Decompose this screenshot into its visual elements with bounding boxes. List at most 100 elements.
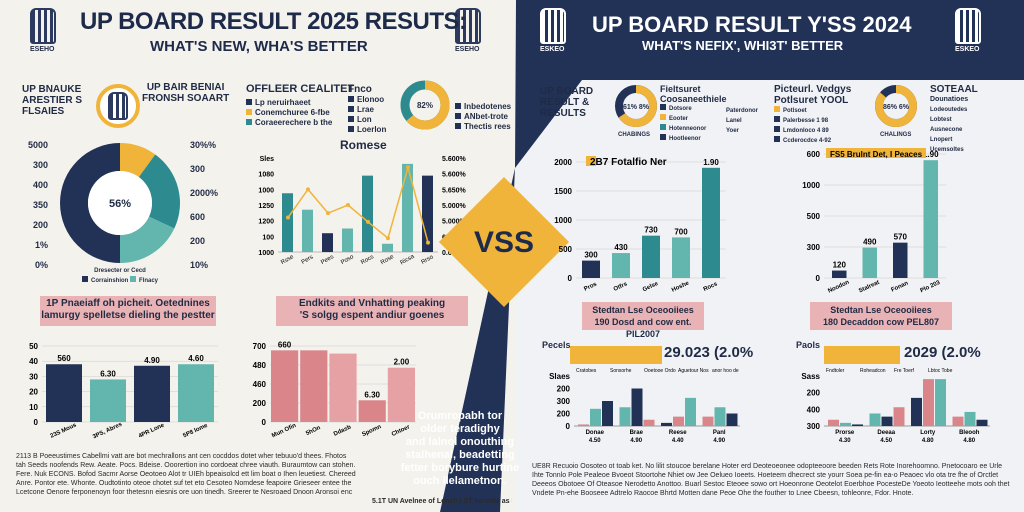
side-title: Dounatioes	[930, 96, 969, 103]
axis-tick: 0	[34, 418, 39, 427]
combo-chart: Sles 1080 1000 1250 1200 100 1000 5.600% 5.600% 5…	[258, 156, 467, 267]
side-item: Inbedotenes	[464, 102, 512, 111]
side-item: Ucemsoltes	[930, 147, 964, 153]
axis-tick: 0	[262, 418, 267, 427]
left-panel	[0, 0, 530, 512]
chart-value: 29.023 (2.0%	[664, 344, 754, 361]
bar	[642, 235, 660, 278]
donut-item: Eooter	[669, 116, 689, 122]
x-tick: Lorty	[920, 430, 936, 436]
big-donut-chart: 56%	[60, 143, 180, 263]
info-line: UP BAIR BENIAI	[146, 82, 225, 93]
axis-tick: 5.600%	[442, 156, 467, 163]
donut-item: Elonoo	[357, 95, 385, 104]
description-paragraph: UE8R Recuoio Oosoteo ot toab ket. No lil…	[532, 463, 1010, 497]
x-tick: Donae	[586, 430, 605, 436]
officer-block: OFFLEER CEALITET Lp neruirhaeet Conemchu…	[246, 84, 354, 128]
x-tick: Rocs	[360, 254, 375, 266]
bar	[322, 233, 333, 252]
emblem-icon	[955, 8, 981, 44]
bar	[329, 353, 357, 422]
bar	[422, 175, 433, 252]
axis-tick: 2000	[554, 158, 572, 167]
axis-tick: 300	[807, 243, 821, 252]
legend-swatch	[826, 148, 926, 158]
axis-tick: 5.650%	[442, 187, 467, 194]
page-title: UP BOARD RESULT 2025 RESUTS:	[80, 8, 467, 35]
side-item: ANbet-trote	[464, 112, 508, 121]
bar	[358, 400, 386, 422]
axis-tick: 30	[29, 372, 38, 381]
note-line: older teradighy	[420, 423, 500, 435]
axis-tick: 500	[807, 212, 821, 221]
bar	[828, 419, 839, 426]
bar	[631, 388, 643, 426]
axis-tick: 200	[32, 220, 48, 230]
donut-item: Lrae	[357, 105, 374, 114]
side-title: SOTEAAL	[930, 84, 978, 95]
bar	[673, 416, 684, 426]
side-item: Yoer	[726, 128, 739, 134]
x-tick: Prorse	[835, 430, 855, 436]
axis-tick: 5.000%	[442, 203, 467, 210]
donut-slice	[120, 143, 156, 178]
data-label: 570	[894, 233, 908, 242]
bar	[619, 407, 631, 426]
info-line: FLSAIES	[22, 106, 65, 117]
donut-slice	[875, 85, 917, 127]
bar	[881, 416, 893, 426]
x-tick: 3PS, Abres	[92, 421, 124, 440]
caption-banner: Endkits and Vnhatting peaking 'S solgg e…	[276, 296, 468, 326]
donut-left-axis: 5000 300 400 350 200 1% 0%	[14, 140, 48, 270]
officer-item: Coraeerechere b the	[255, 118, 333, 127]
value-bar	[824, 346, 900, 364]
donut-item: Loerlon	[357, 125, 387, 134]
note-line: stalhenal, beadetting	[405, 449, 515, 461]
chart-title: Romese	[340, 138, 387, 152]
x-tick: Otfrs	[613, 281, 629, 293]
axis-tick: 2000%	[190, 188, 219, 198]
data-label: 4.60	[188, 354, 204, 363]
donut-item: Hootleenor	[669, 136, 701, 142]
x-tick: Rose	[380, 254, 396, 267]
trend-line	[287, 164, 429, 243]
axis-tick: 500	[559, 245, 573, 254]
bar	[342, 228, 353, 252]
x-value: 4.90	[630, 438, 642, 444]
axis-tick: 1000	[258, 250, 274, 257]
caption-banner: Stedtan Lse Oceooiiees 190 Dosd and cow …	[582, 302, 704, 339]
data-label: 490	[863, 238, 877, 247]
emblem-label: ESEHO	[30, 46, 55, 53]
axis-tick: 300	[807, 422, 821, 431]
donut-chart: 86% 6%	[875, 85, 917, 127]
x-value: 4.40	[672, 438, 684, 444]
bar	[726, 413, 738, 426]
data-label: 6.30	[364, 390, 380, 399]
x-tick: Ricsa	[399, 253, 416, 266]
donut-legend: Fieltsuret Coosaneethiele Dotsore Eooter…	[660, 84, 727, 144]
donut-title: Fnco	[348, 84, 372, 95]
bar	[852, 424, 863, 426]
x-tick: Fonan	[890, 280, 909, 293]
donut-item: Hotenneonor	[669, 126, 707, 132]
x-tick: Gelse	[642, 281, 660, 294]
axis-tick: 10%	[190, 260, 209, 270]
x-tick: Rocs	[703, 281, 719, 293]
trend-point	[306, 187, 310, 192]
x-value: 4.90	[713, 438, 725, 444]
x-tick: Pros	[583, 281, 598, 292]
info-block: UP BNAUKE ARESTIER S FLSAIES	[22, 84, 82, 117]
donut-chart: 61% 8%	[615, 85, 657, 127]
officer-title: OFFLEER CEALITET	[246, 83, 355, 95]
x-value: 4.50	[589, 438, 601, 444]
caption-line: 190 Dosd and cow ent. PIL2007	[594, 317, 692, 339]
emblem-badge	[96, 84, 140, 128]
bar	[282, 193, 293, 252]
donut-center-value: 82%	[417, 101, 433, 110]
axis-tick: 1200	[258, 219, 274, 226]
data-label: 120	[833, 261, 847, 270]
bar	[952, 416, 964, 426]
axis-tick: 200	[807, 389, 821, 398]
donut-legend: Fnco Elonoo Lrae Lon Loerlon	[348, 84, 386, 135]
donut-slice	[120, 216, 175, 263]
